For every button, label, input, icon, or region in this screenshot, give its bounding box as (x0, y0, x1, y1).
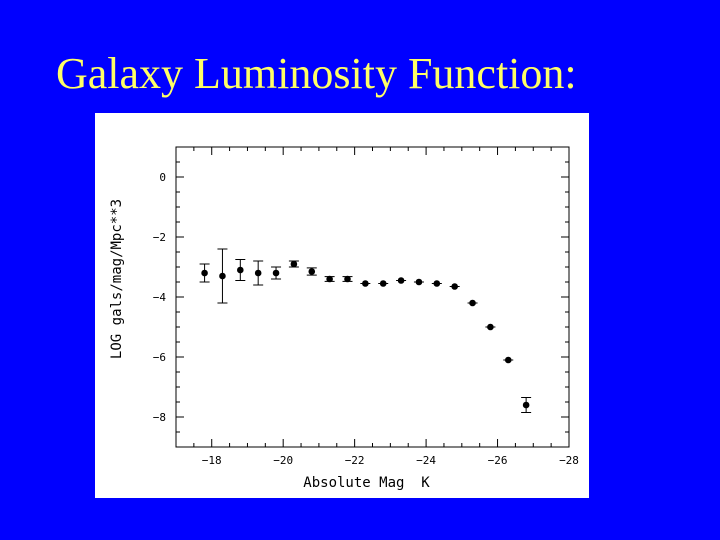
data-point (379, 280, 387, 287)
y-tick-label: −2 (153, 231, 166, 244)
data-point (504, 356, 512, 364)
x-tick-label: −20 (273, 454, 293, 467)
y-tick-label: 0 (159, 171, 166, 184)
y-axis-label: LOG gals/mag/Mpc**3 (109, 199, 125, 359)
data-point (415, 278, 423, 286)
plot-frame (175, 146, 570, 448)
data-point (254, 269, 262, 277)
data-point (326, 275, 333, 283)
data-point (201, 269, 208, 277)
y-tick-labels: 0 −2 −4 −6 −8 (153, 171, 167, 424)
data-point (290, 260, 298, 268)
y-tick-label: −6 (153, 351, 166, 364)
x-axis-label: Absolute Mag K (303, 475, 430, 491)
slide-title: Galaxy Luminosity Function: (56, 49, 577, 98)
data-point (397, 277, 405, 284)
data-point (469, 299, 476, 307)
data-point (308, 268, 316, 275)
data-point (362, 280, 369, 287)
plot-panel: −18 −20 −22 −24 −26 −28 0 −2 −4 −6 −8 Absolute Ma… (95, 113, 589, 498)
x-tick-label: −18 (202, 454, 222, 467)
data-point (433, 280, 441, 287)
data-point (487, 323, 494, 331)
x-tick-label: −26 (488, 454, 508, 467)
x-tick-label: −24 (416, 454, 436, 467)
data-points (201, 260, 530, 409)
data-point (522, 401, 530, 409)
data-point (344, 275, 351, 283)
luminosity-chart: −18 −20 −22 −24 −26 −28 0 −2 −4 −6 −8 Absolute Ma… (109, 146, 579, 491)
x-tick-label: −28 (559, 454, 579, 467)
plot-border (175, 146, 570, 448)
data-point (272, 269, 280, 277)
y-tick-label: −8 (153, 411, 166, 424)
x-tick-label: −22 (345, 454, 365, 467)
error-bars (199, 248, 532, 413)
axis-ticks (175, 146, 570, 448)
data-point (451, 283, 458, 290)
y-tick-label: −4 (153, 291, 167, 304)
data-point (219, 272, 226, 280)
x-tick-labels: −18 −20 −22 −24 −26 −28 (202, 454, 579, 467)
data-point (237, 266, 244, 274)
